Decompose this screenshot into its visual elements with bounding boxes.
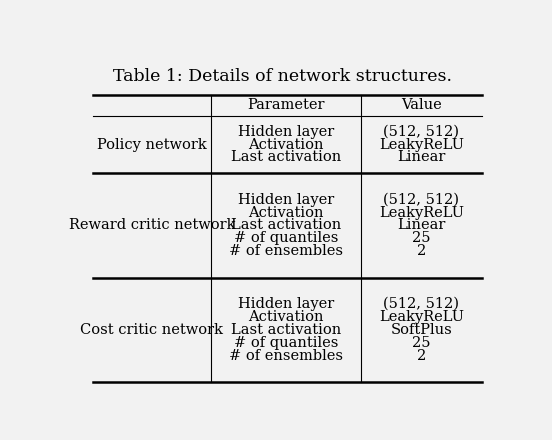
Text: (512, 512): (512, 512): [384, 193, 459, 207]
Text: Reward critic network: Reward critic network: [68, 218, 235, 232]
Text: Activation: Activation: [248, 205, 324, 220]
Text: Linear: Linear: [397, 150, 445, 165]
Text: (512, 512): (512, 512): [384, 297, 459, 311]
Text: 2: 2: [417, 244, 426, 258]
Text: LeakyReLU: LeakyReLU: [379, 138, 464, 151]
Text: Activation: Activation: [248, 138, 324, 151]
Text: 25: 25: [412, 231, 431, 245]
Text: (512, 512): (512, 512): [384, 125, 459, 139]
Text: 2: 2: [417, 348, 426, 363]
Text: LeakyReLU: LeakyReLU: [379, 205, 464, 220]
Text: LeakyReLU: LeakyReLU: [379, 310, 464, 324]
Text: # of quantiles: # of quantiles: [234, 336, 338, 350]
Text: Linear: Linear: [397, 218, 445, 232]
Text: Policy network: Policy network: [97, 138, 207, 151]
Text: Table 1: Details of network structures.: Table 1: Details of network structures.: [113, 68, 453, 85]
Text: Hidden layer: Hidden layer: [238, 193, 335, 207]
Text: # of ensembles: # of ensembles: [229, 348, 343, 363]
Text: Cost critic network: Cost critic network: [81, 323, 224, 337]
Text: Activation: Activation: [248, 310, 324, 324]
Text: Value: Value: [401, 99, 442, 113]
Text: 25: 25: [412, 336, 431, 350]
Text: Last activation: Last activation: [231, 218, 341, 232]
Text: SoftPlus: SoftPlus: [391, 323, 452, 337]
Text: # of ensembles: # of ensembles: [229, 244, 343, 258]
Text: Hidden layer: Hidden layer: [238, 125, 335, 139]
Text: Last activation: Last activation: [231, 150, 341, 165]
Text: # of quantiles: # of quantiles: [234, 231, 338, 245]
Text: Last activation: Last activation: [231, 323, 341, 337]
Text: Hidden layer: Hidden layer: [238, 297, 335, 311]
Text: Parameter: Parameter: [247, 99, 325, 113]
